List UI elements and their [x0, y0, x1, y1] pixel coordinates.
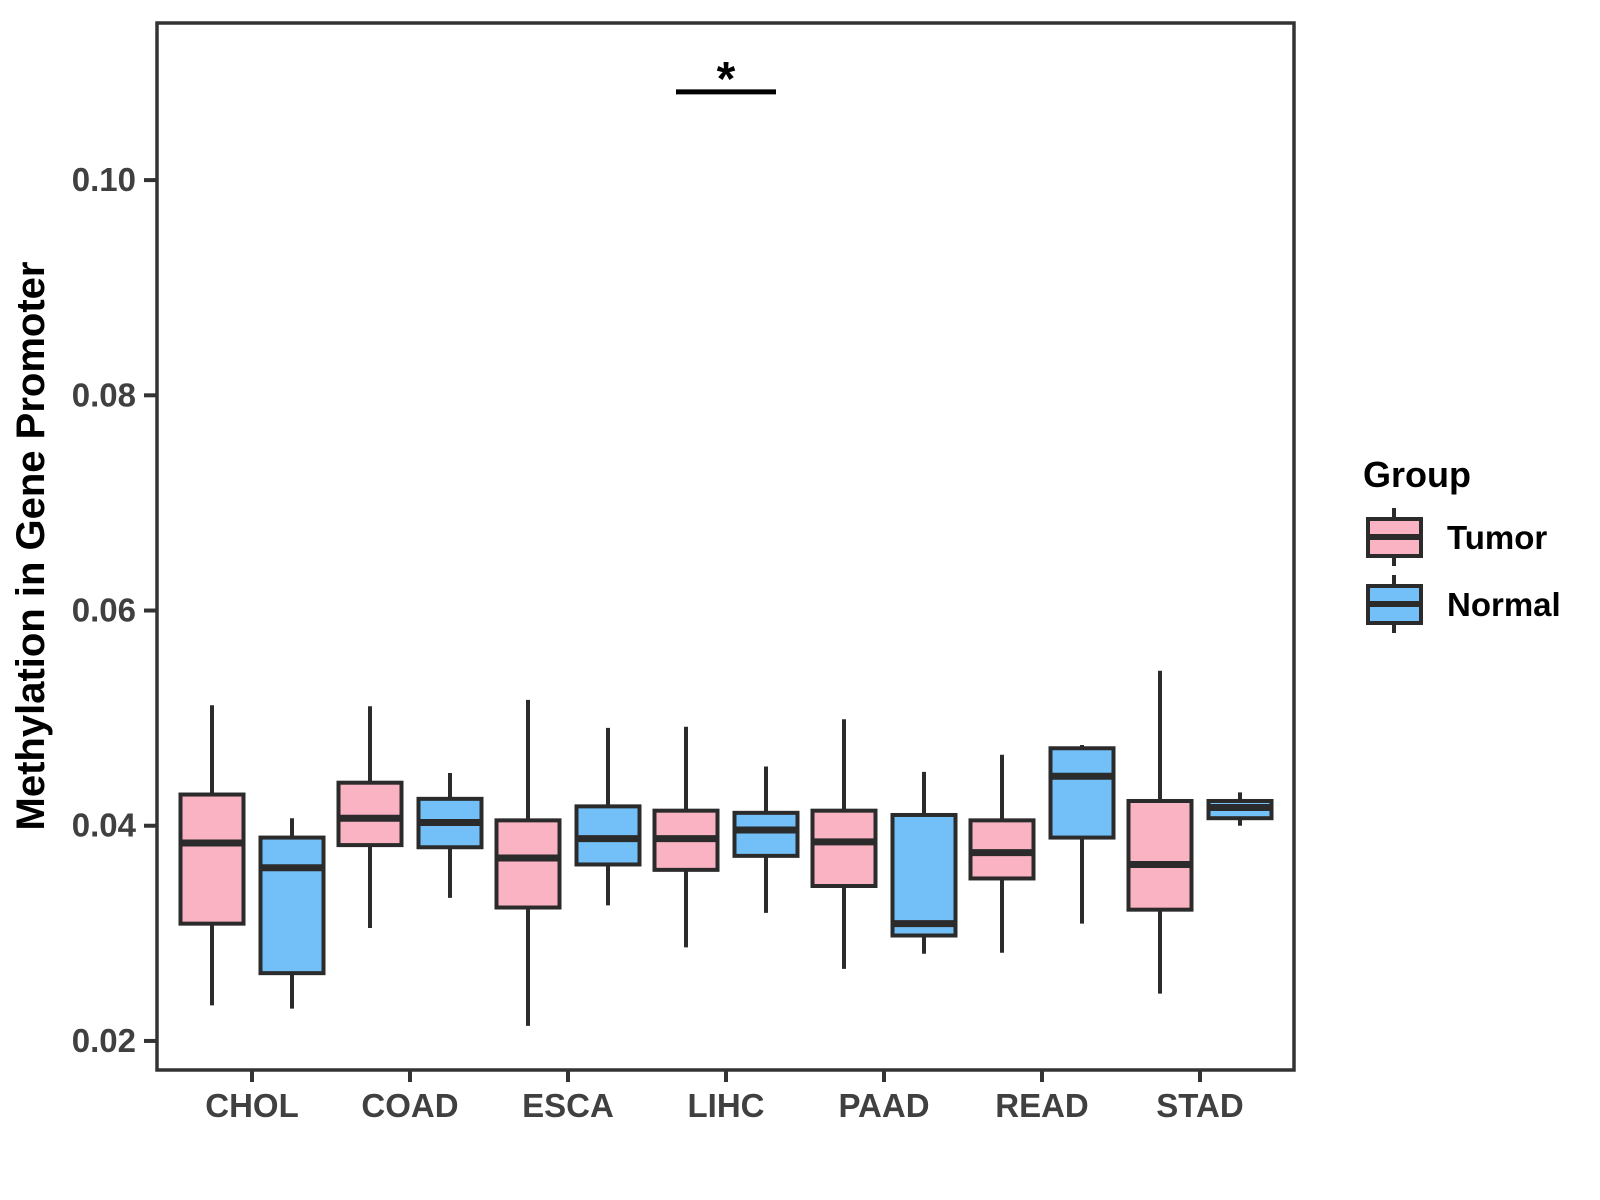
boxplot-PAAD-tumor: [810, 719, 878, 969]
legend-key-normal: Normal: [1366, 575, 1561, 633]
x-tick-label-COAD: COAD: [361, 1087, 458, 1124]
plot-area: 0.02 0.04 0.06 0.08 0.10 CHOL COAD ESCA LIHC PAAD…: [72, 21, 1296, 1124]
boxplot-COAD-tumor: [336, 706, 404, 928]
legend: Group Tumor Normal: [1363, 454, 1561, 633]
box: [1126, 798, 1194, 912]
y-tick-label: 0.10: [72, 161, 136, 198]
box: [258, 835, 326, 976]
boxplot-COAD-normal: [416, 773, 484, 898]
boxplot-ESCA-normal: [574, 727, 642, 906]
boxplot-STAD-normal: [1206, 792, 1274, 826]
boxplot-ESCA-tumor: [494, 699, 562, 1026]
legend-title: Group: [1363, 454, 1471, 495]
boxplot-PAAD-normal: [890, 771, 958, 954]
y-tick-label: 0.02: [72, 1022, 136, 1059]
x-tick-label-PAAD: PAAD: [838, 1087, 929, 1124]
box: [732, 810, 800, 858]
legend-label-normal: Normal: [1447, 586, 1561, 623]
significance-star: *: [717, 53, 736, 106]
boxplot-CHOL-tumor: [178, 705, 246, 1006]
boxplot-LIHC-tumor: [652, 726, 720, 948]
boxplot-STAD-tumor: [1126, 670, 1194, 994]
boxplot-LIHC-normal: [732, 766, 800, 913]
box: [810, 808, 878, 888]
box: [336, 780, 404, 848]
x-tick-label-STAD: STAD: [1156, 1087, 1243, 1124]
y-axis-title: Methylation in Gene Promoter: [9, 262, 53, 831]
x-tick-label-CHOL: CHOL: [205, 1087, 299, 1124]
legend-key-tumor: Tumor: [1366, 508, 1547, 566]
y-tick-label: 0.06: [72, 592, 136, 629]
legend-label-tumor: Tumor: [1447, 519, 1547, 556]
x-tick-label-READ: READ: [995, 1087, 1089, 1124]
y-tick-label: 0.08: [72, 376, 136, 413]
boxplot-CHOL-normal: [258, 818, 326, 1009]
panel-border: [155, 21, 1296, 1072]
x-tick-label-LIHC: LIHC: [688, 1087, 765, 1124]
boxplot-READ-tumor: [968, 754, 1036, 953]
x-tick-label-ESCA: ESCA: [522, 1087, 614, 1124]
boxplot-READ-normal: [1048, 745, 1116, 924]
box: [178, 792, 246, 926]
box: [890, 812, 958, 938]
box: [1048, 746, 1116, 840]
box: [494, 818, 562, 910]
y-tick-label: 0.04: [72, 807, 137, 844]
